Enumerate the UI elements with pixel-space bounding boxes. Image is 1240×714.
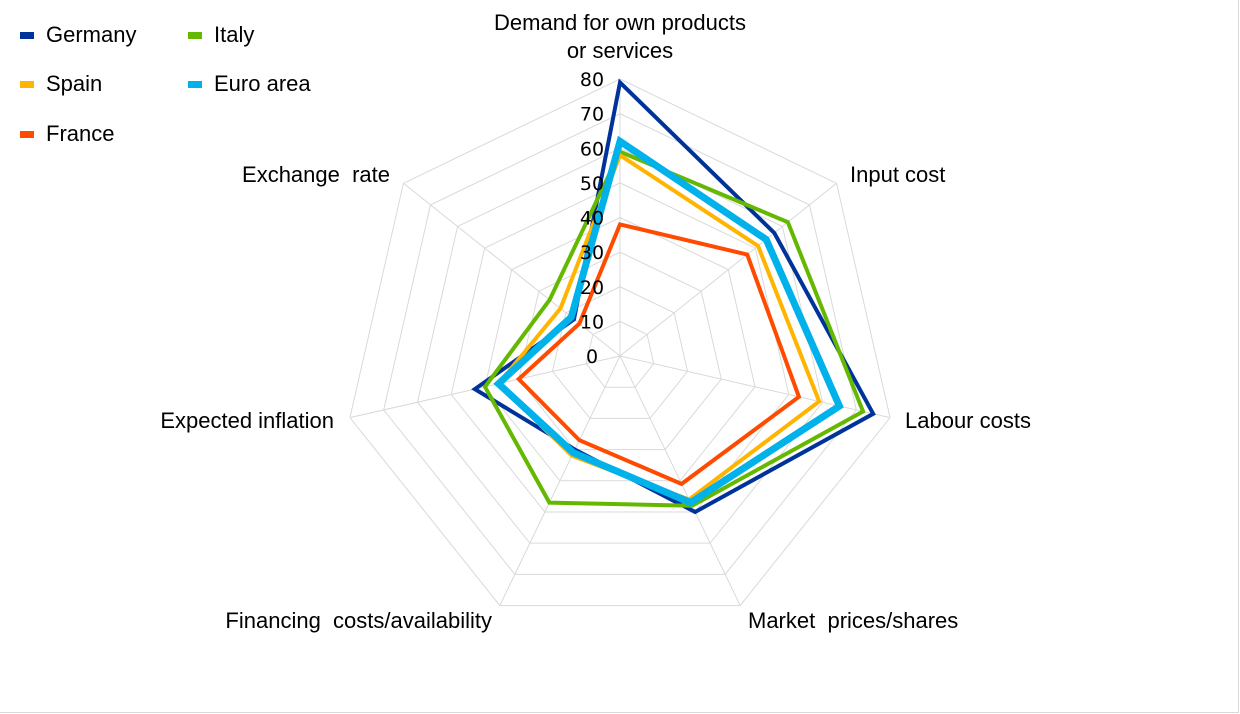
radar-grid [349,78,891,607]
legend-label: Italy [214,22,255,47]
legend-swatch [20,130,34,138]
axis-label: Exchange rate [242,162,390,187]
legend-item-spain: Spain [20,71,102,97]
legend-swatch [188,80,202,88]
axis-label: Expected inflation [160,408,334,433]
legend-label: France [46,121,115,146]
tick-label: 60 [580,138,604,160]
grid-ring [484,216,756,482]
axis-spoke [619,182,837,357]
axis-label: or services [567,38,673,63]
grid-ring [518,251,722,451]
legend-swatch [20,31,34,39]
axis-label: Financing costs/availability [225,608,492,633]
axis-spoke [499,355,621,606]
grid-ring [450,182,790,513]
legend-label: Germany [46,22,137,47]
legend-swatch [188,31,202,39]
axis-spoke [619,355,741,606]
legend-label: Euro area [214,71,311,96]
tick-label: 0 [586,346,598,368]
grid-ring [416,147,824,544]
axis-label: Labour costs [905,408,1031,433]
legend-item-france: France [20,121,114,147]
legend-item-italy: Italy [188,22,254,48]
tick-label: 30 [580,242,604,264]
tick-label: 20 [580,277,604,299]
radial-tick-labels: 0 10 20 30 40 50 60 70 80 [580,69,604,368]
legend-swatch [20,80,34,88]
axis-spoke [619,355,891,419]
tick-label: 70 [580,104,604,126]
series-italy [482,149,866,508]
legend-label: Spain [46,71,103,96]
tick-label: 50 [580,173,604,195]
axis-label: Input cost [850,162,945,187]
series-euro-area [493,135,844,507]
series-france [515,222,802,487]
grid-ring [585,320,655,388]
grid-ring [349,78,891,607]
grid-ring [383,113,857,575]
tick-label: 80 [580,69,604,91]
tick-label: 10 [580,311,604,333]
radar-series [471,78,876,515]
axis-label: Demand for own products [494,10,746,35]
axis-labels: Demand for own products or services Input … [160,10,1031,633]
axis-label: Market prices/shares [748,608,958,633]
series-germany [471,78,876,515]
tick-label: 40 [580,208,604,230]
axis-spoke [403,182,621,357]
legend-item-germany: Germany [20,22,136,48]
legend-item-euro-area: Euro area [188,71,311,97]
